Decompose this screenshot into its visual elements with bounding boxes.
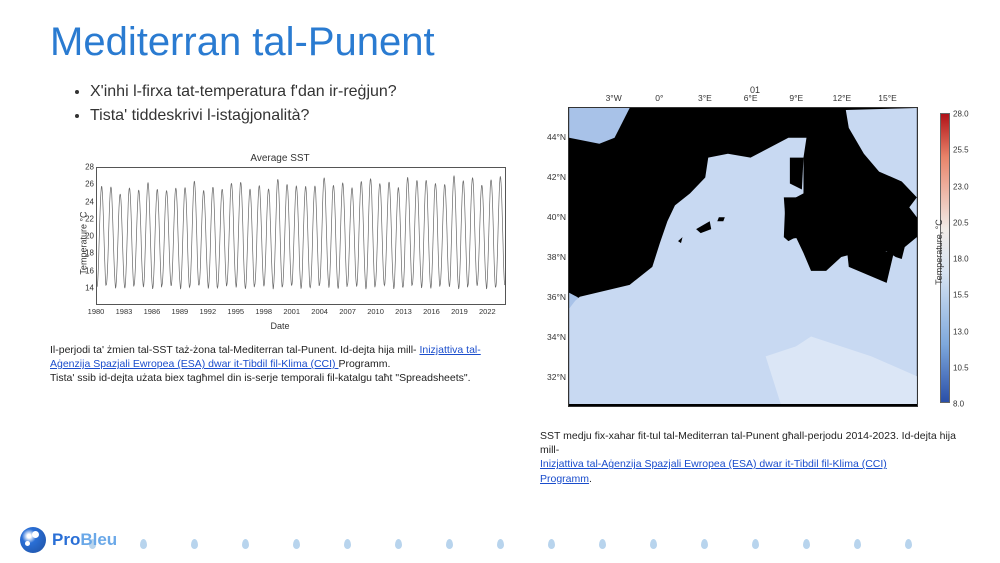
map-xtick: 3°W (606, 93, 622, 103)
chart-ytick: 20 (85, 232, 94, 241)
chart-ytick: 26 (85, 180, 94, 189)
map-xtick: 12°E (833, 93, 852, 103)
colorbar-tick: 13.0 (953, 327, 969, 336)
map-xtick: 9°E (789, 93, 803, 103)
map-xtick: 0° (655, 93, 663, 103)
colorbar-tick: 28.0 (953, 110, 969, 119)
colorbar-tick: 8.0 (953, 400, 964, 409)
caption-text: Tista' ssib id-dejta użata biex tagħmel … (50, 372, 471, 384)
colorbar-tick: 20.5 (953, 218, 969, 227)
esa-cci-link-right[interactable]: Inizjattiva tal-Aġenzija Spazjali Ewrope… (540, 458, 887, 470)
map-xtick: 15°E (878, 93, 897, 103)
probleu-logo: ProBleu (20, 527, 117, 553)
chart-xtick: 1980 (88, 307, 105, 316)
chart-xtick: 1986 (144, 307, 161, 316)
chart-ytick: 22 (85, 214, 94, 223)
caption-text: SST medju fix-xahar fit-tul tal-Mediterr… (540, 430, 956, 456)
chart-xtick: 1983 (116, 307, 133, 316)
chart-ytick: 16 (85, 266, 94, 275)
chart-ytick: 14 (85, 283, 94, 292)
map-xtick: 6°E (744, 93, 758, 103)
chart-ytick: 28 (85, 163, 94, 172)
right-caption: SST medju fix-xahar fit-tul tal-Mediterr… (540, 429, 970, 486)
colorbar-tick: 10.5 (953, 363, 969, 372)
chart-xtick: 1989 (172, 307, 189, 316)
chart-xlabel: Date (270, 321, 289, 331)
sst-map: 01 3°W0°3°E6°E9°E12°E15°E 32°N34°N36°N38… (540, 83, 970, 421)
map-ytick: 32°N (547, 372, 566, 382)
logo-text-pro: Pro (52, 530, 80, 549)
map-ytick: 36°N (547, 292, 566, 302)
programm-link[interactable]: Programm (540, 473, 589, 485)
map-ytick: 40°N (547, 212, 566, 222)
map-ytick: 34°N (547, 332, 566, 342)
colorbar-label: Temperature, °C (934, 219, 944, 285)
colorbar-tick: 18.0 (953, 255, 969, 264)
bullet-item: Tista' tiddeskrivi l-istaġjonalità? (90, 107, 510, 125)
colorbar-tick: 25.5 (953, 146, 969, 155)
bullet-item: X'inhi l-firxa tat-temperatura f'dan ir-… (90, 83, 510, 101)
decorative-dots (0, 539, 1000, 549)
chart-xtick: 2004 (311, 307, 328, 316)
logo-text-bleu: Bleu (80, 530, 117, 549)
chart-xtick: 1998 (255, 307, 272, 316)
map-ytick: 42°N (547, 172, 566, 182)
question-list: X'inhi l-firxa tat-temperatura f'dan ir-… (50, 83, 510, 125)
left-caption: Il-perjodi ta' żmien tal-SST taż-żona ta… (50, 343, 510, 386)
map-xtick: 3°E (698, 93, 712, 103)
chart-ytick: 18 (85, 249, 94, 258)
logo-icon (20, 527, 46, 553)
chart-ytick: 24 (85, 197, 94, 206)
chart-xtick: 2016 (423, 307, 440, 316)
page-title: Mediterran tal-Punent (50, 20, 950, 65)
caption-text: Programm. (338, 358, 390, 370)
chart-xtick: 1992 (199, 307, 216, 316)
chart-xtick: 2010 (367, 307, 384, 316)
colorbar-tick: 23.0 (953, 182, 969, 191)
chart-xtick: 2019 (451, 307, 468, 316)
chart-xtick: 2022 (479, 307, 496, 316)
chart-title: Average SST (50, 153, 510, 164)
sst-timeseries-chart: Average SST Temperature °C Date 14161820… (50, 153, 510, 333)
map-ytick: 44°N (547, 132, 566, 142)
chart-xtick: 1995 (227, 307, 244, 316)
chart-xtick: 2007 (339, 307, 356, 316)
chart-xtick: 2001 (283, 307, 300, 316)
chart-xtick: 2013 (395, 307, 412, 316)
colorbar-tick: 15.5 (953, 291, 969, 300)
map-ytick: 38°N (547, 252, 566, 262)
caption-text: Il-perjodi ta' żmien tal-SST taż-żona ta… (50, 344, 417, 356)
caption-text: . (589, 473, 592, 485)
